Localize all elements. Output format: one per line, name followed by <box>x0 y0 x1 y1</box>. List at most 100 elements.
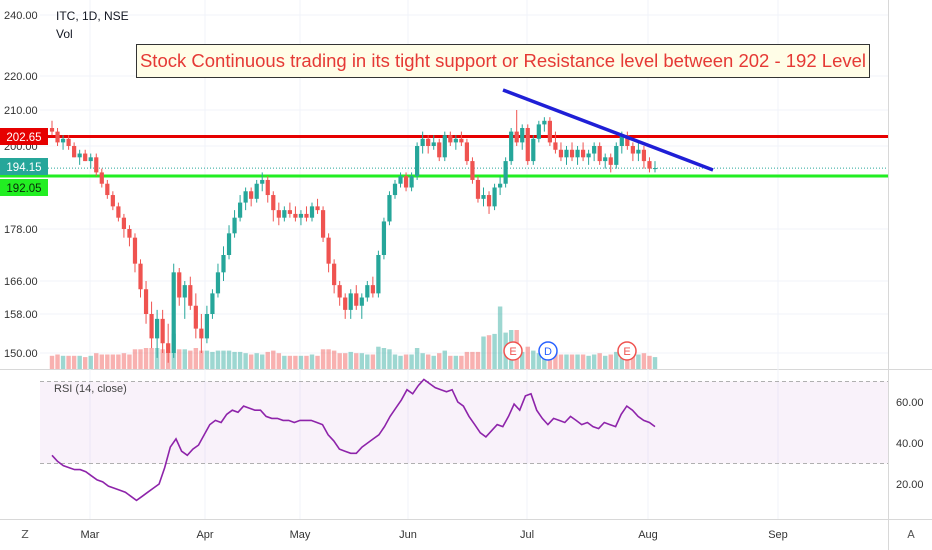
candle-body <box>88 157 93 162</box>
volume-bar <box>608 354 613 369</box>
candle-body <box>420 138 425 146</box>
candle-body <box>149 314 154 339</box>
price-tick-label: 150.00 <box>4 348 38 360</box>
volume-bar <box>531 350 536 369</box>
volume-bar <box>298 355 304 369</box>
time-tick-label: Aug <box>638 529 658 541</box>
volume-bar <box>470 351 475 369</box>
candle-body <box>464 142 470 162</box>
candle-body <box>276 210 281 218</box>
volume-bar <box>143 348 149 369</box>
volume-bar <box>497 306 503 369</box>
volume-bar <box>149 348 154 369</box>
volume-bar <box>641 353 647 369</box>
volume-bar <box>575 354 580 369</box>
volume-bar <box>492 333 497 369</box>
volume-bar <box>60 355 66 369</box>
candle-body <box>492 187 497 207</box>
volume-bar <box>403 354 409 369</box>
auto-scale-button[interactable]: A <box>902 526 920 544</box>
candle-body <box>614 146 619 165</box>
volume-bar <box>431 355 436 369</box>
zoom-button[interactable]: Z <box>16 526 34 544</box>
volume-bar <box>376 346 381 369</box>
volume-bar <box>597 353 602 369</box>
event-marker <box>538 341 558 361</box>
volume-bar <box>354 353 359 369</box>
candle-body <box>166 343 171 353</box>
volume-bar <box>331 350 337 369</box>
volume-bar <box>99 354 105 369</box>
symbol-label: ITC, 1D, NSE <box>56 9 129 23</box>
candle-body <box>282 210 287 218</box>
volume-bar <box>525 346 530 369</box>
candle-body <box>226 233 232 255</box>
volume-bar <box>260 354 265 369</box>
volume-bar <box>569 354 575 369</box>
volume-bar <box>287 355 293 369</box>
candle-body <box>641 149 647 162</box>
volume-bar <box>237 351 243 369</box>
volume-bar <box>387 349 392 369</box>
candle-body <box>182 285 187 298</box>
price-badge <box>0 179 48 196</box>
candle-body <box>442 135 447 158</box>
candle-body <box>215 272 221 294</box>
volume-bar <box>154 348 160 369</box>
candle-body <box>586 153 591 158</box>
volume-bar <box>254 353 259 369</box>
candle-body <box>110 195 115 207</box>
candle-body <box>409 176 414 188</box>
candle-body <box>320 210 326 238</box>
annotation-callout[interactable]: Stock Continuous trading in its tight su… <box>136 44 870 78</box>
volume-bar <box>127 354 132 369</box>
volume-label: Vol <box>56 27 73 41</box>
candle-body <box>265 179 270 196</box>
volume-bar <box>414 348 420 369</box>
candle-body <box>426 138 431 146</box>
price-tick-label: 220.00 <box>4 71 38 83</box>
candle-body <box>503 161 508 184</box>
candle-body <box>243 191 248 203</box>
volume-bar <box>243 353 248 369</box>
volume-bar <box>542 355 547 369</box>
candle-body <box>138 263 143 290</box>
volume-bar <box>342 353 348 369</box>
candle-body <box>365 285 370 298</box>
candle-body <box>177 272 182 298</box>
volume-bar <box>215 350 221 369</box>
candle-body <box>249 191 254 199</box>
candle-body <box>60 138 66 143</box>
volume-bar <box>82 357 88 369</box>
candle-body <box>509 131 514 162</box>
candle-body <box>564 149 569 158</box>
candle-body <box>475 179 481 199</box>
volume-bar <box>304 355 309 369</box>
candle-body <box>254 183 259 199</box>
volume-bar <box>586 355 591 369</box>
volume-bar <box>558 354 564 369</box>
volume-bar <box>293 355 298 369</box>
volume-bar <box>105 354 110 369</box>
candle-body <box>608 157 613 165</box>
volume-bar <box>66 355 71 369</box>
volume-bar <box>138 349 143 369</box>
candle-body <box>315 206 320 211</box>
volume-bar <box>121 353 127 369</box>
candle-body <box>143 289 149 314</box>
price-tick-label: 158.00 <box>4 309 38 321</box>
candle-body <box>459 138 464 143</box>
trendline <box>502 88 714 172</box>
volume-bar <box>392 354 398 369</box>
volume-bar <box>188 350 193 369</box>
volume-bar <box>276 353 282 369</box>
candle-body <box>520 128 525 143</box>
candle-body <box>580 149 586 158</box>
candle-body <box>232 217 237 234</box>
candle-body <box>592 146 597 154</box>
candle-body <box>437 142 442 158</box>
candle-body <box>647 161 652 169</box>
volume-bar <box>464 351 470 369</box>
candle-body <box>188 285 193 306</box>
